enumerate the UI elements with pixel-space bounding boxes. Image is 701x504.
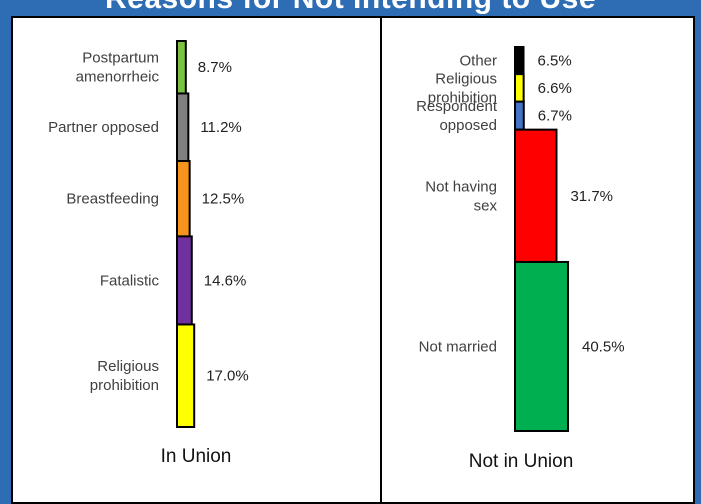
data-label: 6.7% xyxy=(538,108,572,125)
data-label: 12.5% xyxy=(202,191,245,208)
bar-segment xyxy=(514,260,569,432)
category-label: Partner opposed xyxy=(48,119,159,136)
panel-caption: In Union xyxy=(161,446,232,467)
data-label: 6.5% xyxy=(538,53,572,70)
bar-segment xyxy=(514,73,525,103)
data-label: 6.6% xyxy=(538,80,572,97)
category-label: Not having sex xyxy=(425,178,497,214)
panel-divider xyxy=(380,16,382,504)
frame-right-border xyxy=(695,16,701,504)
bar-segment xyxy=(176,235,193,326)
frame-left-border xyxy=(0,16,11,504)
data-label: 31.7% xyxy=(570,188,613,205)
bar-segment xyxy=(176,40,187,95)
data-label: 17.0% xyxy=(206,368,249,385)
data-label: 14.6% xyxy=(204,272,247,289)
category-label: Postpartum amenorrheic xyxy=(76,50,160,86)
data-label: 11.2% xyxy=(200,119,241,136)
bar-segment xyxy=(176,92,190,163)
category-label: Religious prohibition xyxy=(428,70,497,106)
bar-segment xyxy=(176,160,191,238)
bar-segment xyxy=(514,128,558,263)
category-label: Breastfeeding xyxy=(66,191,159,208)
bar-segment xyxy=(514,46,525,76)
category-label: Religious prohibition xyxy=(90,358,159,394)
panel-caption: Not in Union xyxy=(469,451,574,472)
title-banner: Reasons for Not Intending to Use Contrac… xyxy=(0,0,701,16)
bar-segment xyxy=(176,323,196,428)
category-label: Not married xyxy=(419,338,497,355)
category-label: Other xyxy=(459,53,497,70)
chart-area xyxy=(11,16,695,504)
bar-segment xyxy=(514,100,525,131)
category-label: Respondent opposed xyxy=(416,98,498,134)
chart-title: Reasons for Not Intending to Use Contrac… xyxy=(0,0,701,16)
data-label: 40.5% xyxy=(582,338,625,355)
data-label: 8.7% xyxy=(198,59,232,76)
category-label: Fatalistic xyxy=(100,272,160,289)
